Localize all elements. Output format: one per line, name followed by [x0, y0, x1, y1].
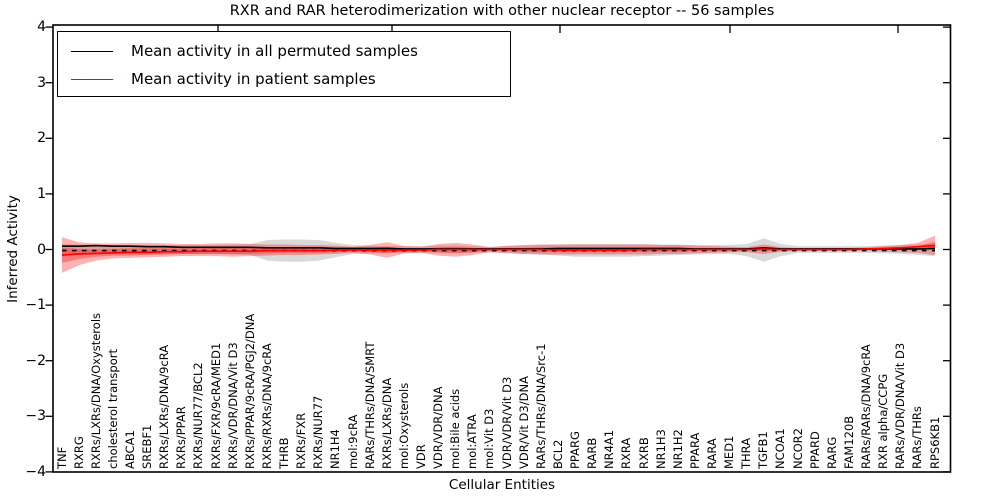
x-tick-label: RARs/THRs/DNA/Src-1: [533, 343, 548, 469]
patient-mean-line: [61, 244, 936, 256]
x-tick-label: RXRA: [619, 437, 634, 469]
x-tick-label: RARs/VDR/DNA/Vit D3: [893, 342, 908, 469]
x-tick-label: FAM120B: [841, 415, 856, 469]
x-tick-label: VDR/Vit D3/DNA: [516, 376, 531, 469]
x-tick-label: TGFB1: [756, 431, 771, 469]
y-tick-label: 4: [37, 19, 46, 36]
x-tick-label: THRB: [277, 437, 292, 469]
x-tick-label: PPARG: [568, 431, 583, 469]
x-axis-label: Cellular Entities: [448, 477, 556, 493]
legend-entry-patient: Mean activity in patient samples: [58, 65, 510, 93]
x-tick-label: RXRs/VDR/DNA/Vit D3: [225, 342, 240, 469]
x-tick-label: BCL2: [550, 439, 565, 469]
y-tick-label: −1: [25, 297, 46, 314]
legend-label-patient: Mean activity in patient samples: [131, 70, 376, 88]
x-tick-label: cholesterol transport: [105, 349, 120, 469]
x-tick-label: RXRs/LXRs/DNA: [379, 377, 394, 469]
x-tick-label: VDR/VDR/Vit D3: [499, 376, 514, 469]
x-tick-label: RARs/RARs/DNA/9cRA: [859, 344, 874, 469]
y-tick-label: 3: [37, 74, 46, 91]
y-tick-label: 1: [37, 185, 46, 202]
x-tick-label: VDR/VDR/DNA: [431, 386, 446, 470]
x-tick-label: RXRs/LXRs/DNA/9cRA: [157, 344, 172, 469]
x-tick-label: RXR alpha/CCPG: [876, 373, 891, 469]
x-tick-label: RXRs/FXR: [294, 412, 309, 469]
y-tick-label: −2: [25, 352, 46, 369]
x-tick-label: SREBF1: [140, 424, 155, 469]
y-tick-label: 0: [37, 241, 46, 258]
x-tick-label: RXRB: [636, 437, 651, 469]
x-tick-label: RARB: [585, 437, 600, 469]
band-patient-samples-range-outer: [62, 235, 935, 273]
x-tick-label: MED1: [722, 435, 737, 469]
x-tick-label: RXRs/RXRs/DNA/9cRA: [259, 343, 274, 469]
x-tick-label: RPS6KB1: [927, 416, 942, 469]
permuted-line-swatch-icon: [71, 50, 113, 52]
x-tick-label: RXRG: [71, 436, 86, 469]
x-tick-label: RXRs/NUR77: [311, 395, 326, 469]
x-tick-label: VDR: [413, 444, 428, 469]
x-tick-label: RARA: [704, 438, 719, 469]
y-tick-label: 2: [37, 130, 46, 147]
x-tick-label: RXRs/LXRs/DNA/Oxysterols: [88, 312, 103, 469]
x-tick-label: ABCA1: [122, 430, 137, 469]
y-tick-label: −3: [25, 408, 46, 425]
patient-line-swatch-icon: [71, 78, 113, 80]
legend: Mean activity in all permuted samples Me…: [57, 31, 511, 97]
x-tick-label: PPARA: [687, 432, 702, 469]
x-tick-label: mol:9cRA: [345, 414, 360, 469]
x-tick-label: RXRs/NUR77/BCL2: [191, 362, 206, 469]
x-tick-label: NR4A1: [602, 429, 617, 469]
x-tick-label: NR1H4: [328, 429, 343, 469]
x-tick-label: mol:Bile acids: [448, 388, 463, 469]
x-tick-label: NR1H3: [653, 429, 668, 469]
y-tick-label: −4: [25, 463, 46, 480]
x-tick-label: RARs/THRs/DNA/SMRT: [362, 341, 377, 469]
band-patient-samples-range-inner: [62, 241, 935, 263]
axes-frame: [52, 24, 952, 473]
x-tick-label: RXRs/FXR/9cRA/MED1: [208, 342, 223, 469]
x-tick-label: PPARD: [807, 431, 822, 469]
x-tick-label: TNF: [54, 446, 69, 469]
x-tick-label: RARs/THRs: [910, 406, 925, 469]
x-tick-label: RXRs/PPAR/9cRA/PGJ2/DNA: [242, 313, 257, 469]
x-tick-label: mol:Oxysterols: [396, 382, 411, 469]
x-tick-label: RARG: [824, 436, 839, 469]
x-tick-label: NR1H2: [670, 429, 685, 469]
legend-entry-permuted: Mean activity in all permuted samples: [58, 37, 510, 65]
x-tick-label: mol:Vit D3: [482, 408, 497, 469]
x-tick-label: NCOA1: [773, 428, 788, 469]
x-tick-label: RXRs/PPAR: [174, 406, 189, 469]
chart-title: RXR and RAR heterodimerization with othe…: [229, 3, 775, 19]
x-tick-label: mol:ATRA: [465, 414, 480, 469]
x-tick-label: THRA: [739, 437, 754, 469]
x-tick-label: NCOR2: [790, 428, 805, 469]
legend-label-permuted: Mean activity in all permuted samples: [131, 42, 418, 60]
